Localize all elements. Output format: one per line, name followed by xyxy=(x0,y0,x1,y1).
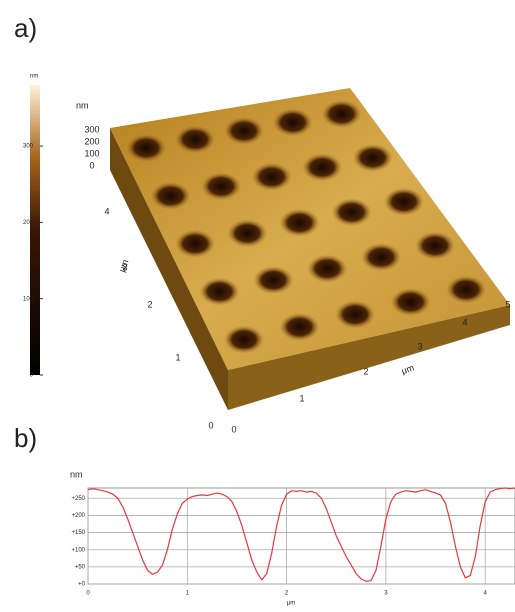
x-tick-label: 2 xyxy=(285,591,289,597)
colorbar-tick-label: 200 xyxy=(23,220,34,226)
x-axis-label: μm xyxy=(287,601,295,607)
surface-plot xyxy=(110,88,510,410)
z-axis-label: nm xyxy=(76,100,89,110)
x-tick-label: 1 xyxy=(186,591,190,597)
surface-pit xyxy=(223,116,264,145)
panel-label: b) xyxy=(14,423,37,453)
z-tick-label: 300 xyxy=(84,124,99,134)
x-tick-label: 4 xyxy=(462,317,467,327)
x-tick-label: 0 xyxy=(86,591,90,597)
y-tick-label: 0 xyxy=(208,420,213,430)
x-axis-label: μm xyxy=(400,362,415,376)
x-tick-label: 2 xyxy=(363,366,368,376)
y-axis-label: μm xyxy=(117,258,131,273)
x-tick-label: 1 xyxy=(299,393,304,403)
surface-side xyxy=(228,305,510,410)
z-tick-label: 200 xyxy=(84,136,99,146)
surface-pit xyxy=(390,288,431,317)
x-tick-label: 0 xyxy=(231,424,236,434)
z-tick-label: 100 xyxy=(84,148,99,158)
colorbar-label: nm xyxy=(30,74,38,80)
surface-pit xyxy=(253,266,294,295)
surface-pit xyxy=(272,108,313,137)
surface-side xyxy=(110,128,228,410)
surface-pit xyxy=(223,325,264,354)
x-tick-label: 4 xyxy=(484,591,488,597)
surface-pit xyxy=(201,172,242,201)
x-tick-label: 3 xyxy=(384,591,388,597)
surface-pit xyxy=(175,229,216,258)
surface-pit xyxy=(175,125,216,154)
surface-pit xyxy=(307,254,348,283)
surface-pit xyxy=(126,133,167,162)
surface-pit xyxy=(335,300,376,329)
surface-pit xyxy=(446,275,487,304)
y-tick-label: 3 xyxy=(122,262,127,272)
surface-pit xyxy=(227,219,268,248)
surface-pit xyxy=(150,181,191,210)
y-tick-label: 4 xyxy=(104,206,109,216)
y-tick-label: +100 xyxy=(71,547,85,553)
y-tick-label: +200 xyxy=(71,513,85,519)
surface-pit xyxy=(279,313,320,342)
y-axis-label: nm xyxy=(70,469,83,479)
surface-pit xyxy=(352,143,393,172)
y-tick-label: +150 xyxy=(71,530,85,536)
x-tick-label: 5 xyxy=(505,299,510,309)
y-tick-label: 2 xyxy=(147,299,152,309)
z-tick-label: 0 xyxy=(89,160,94,170)
y-tick-label: +0 xyxy=(78,582,86,588)
y-tick-label: 1 xyxy=(175,352,180,362)
y-tick-label: +50 xyxy=(75,564,86,570)
surface-pit xyxy=(199,277,240,306)
y-tick-label: +250 xyxy=(71,496,85,502)
colorbar-tick-label: 300 xyxy=(23,144,34,150)
surface-pit xyxy=(361,243,402,272)
surface-pit xyxy=(383,187,424,216)
colorbar xyxy=(30,85,40,375)
plot-frame xyxy=(87,487,515,585)
profile-line xyxy=(87,487,515,582)
x-tick-label: 3 xyxy=(417,341,422,351)
surface-pit xyxy=(321,99,362,128)
colorbar-tick-label: 0 xyxy=(30,373,34,379)
colorbar-tick-label: 100 xyxy=(23,296,34,302)
surface-pit xyxy=(251,162,292,191)
surface-pit xyxy=(415,231,456,260)
panel-label: a) xyxy=(14,13,37,43)
surface-pit xyxy=(331,198,372,227)
surface-pit xyxy=(302,153,343,182)
surface-pit xyxy=(279,208,320,237)
